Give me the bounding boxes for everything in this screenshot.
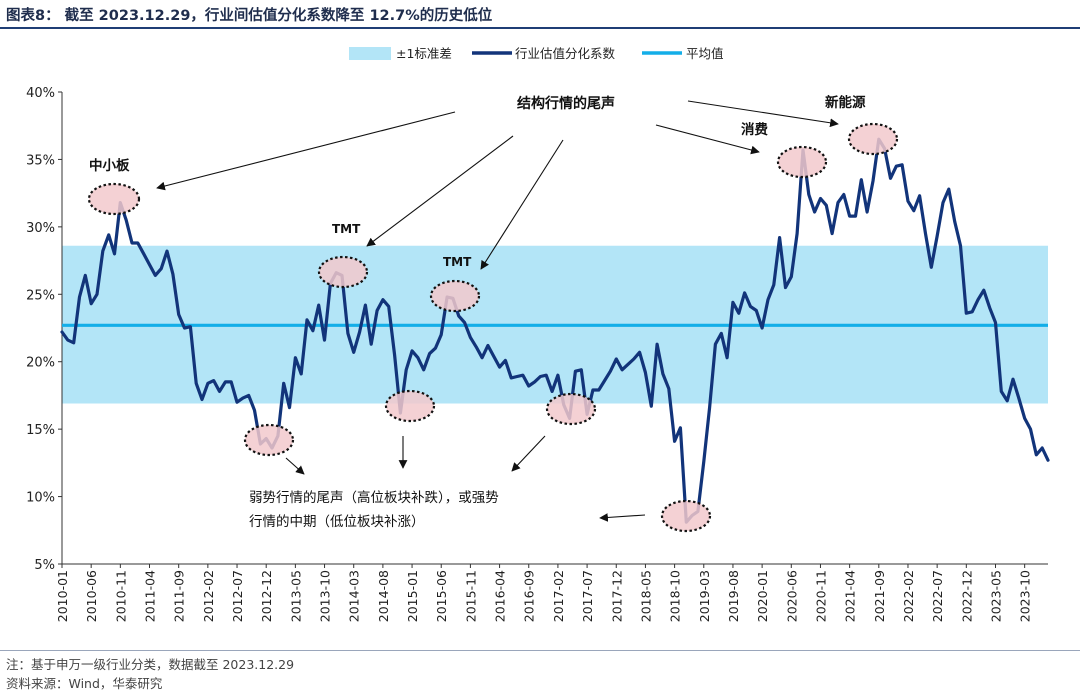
highlight-new-energy xyxy=(847,122,899,156)
x-tick-label: 2023-10 xyxy=(1018,570,1033,622)
arrow-to-tmt-2014 xyxy=(366,135,514,247)
label-consumer: 消费 xyxy=(741,121,769,138)
highlight-2012-low xyxy=(243,423,295,457)
x-tick-label: 2011-09 xyxy=(172,570,187,622)
x-tick-label: 2019-03 xyxy=(697,570,712,622)
x-tick-label: 2015-11 xyxy=(463,570,478,622)
footer-source: 资料来源：Wind，华泰研究 xyxy=(6,676,163,691)
x-tick-label: 2017-07 xyxy=(580,570,595,622)
footer-note: 注：基于申万一级行业分类，数据截至 2023.12.29 xyxy=(6,657,295,672)
highlight-2017-low xyxy=(545,392,597,426)
x-tick-label: 2012-12 xyxy=(259,570,274,622)
legend-band-swatch xyxy=(349,47,391,60)
arrow-to-zxb xyxy=(156,111,456,191)
highlight-consumer xyxy=(776,145,828,179)
x-tick-label: 2016-09 xyxy=(522,570,537,622)
legend-band-label: ±1标准差 xyxy=(396,46,452,61)
y-tick-label: 20% xyxy=(26,356,55,371)
x-tick-label: 2012-02 xyxy=(201,570,216,622)
highlight-ellipses xyxy=(87,122,899,533)
label-tmt-2015: TMT xyxy=(443,255,472,269)
highlight-zxb xyxy=(87,182,141,216)
y-tick-label: 30% xyxy=(26,221,55,236)
highlight-2015-low xyxy=(384,389,436,423)
x-tick-label: 2018-10 xyxy=(668,570,683,622)
label-zxb: 中小板 xyxy=(89,157,130,174)
arrow-from-2012-low xyxy=(285,457,305,475)
x-tick-label: 2019-08 xyxy=(726,570,741,622)
y-tick-label: 35% xyxy=(26,153,55,168)
annotation-arrows xyxy=(156,100,839,522)
arrow-to-2018-low xyxy=(599,513,646,522)
x-tick-label: 2018-05 xyxy=(638,570,653,622)
x-tick-label: 2011-04 xyxy=(143,570,158,622)
highlight-tmt-2014 xyxy=(317,255,369,289)
x-tick-label: 2020-11 xyxy=(813,570,828,622)
x-tick-label: 2022-07 xyxy=(930,570,945,622)
x-tick-label: 2016-04 xyxy=(493,570,508,622)
x-tick-label: 2020-06 xyxy=(784,570,799,622)
label-weak-strong-1: 弱势行情的尾声（高位板块补跌），或强势 xyxy=(249,489,499,506)
x-tick-label: 2010-01 xyxy=(55,570,70,622)
annotation-labels: 结构行情的尾声 中小板 TMT TMT 消费 新能源 弱势行情的尾声（高位板块补… xyxy=(89,94,866,530)
x-tick-label: 2013-10 xyxy=(318,570,333,622)
legend-mean-label: 平均值 xyxy=(686,46,724,61)
legend-series-label: 行业估值分化系数 xyxy=(515,46,616,61)
y-tick-label: 25% xyxy=(26,288,55,303)
highlight-2018-low xyxy=(660,499,712,533)
legend: ±1标准差 行业估值分化系数 平均值 xyxy=(349,46,724,61)
highlight-tmt-2015 xyxy=(429,279,481,313)
x-tick-label: 2020-01 xyxy=(755,570,770,622)
x-tick-label: 2012-07 xyxy=(230,570,245,622)
x-tick-label: 2014-08 xyxy=(376,570,391,622)
x-tick-label: 2021-04 xyxy=(843,570,858,622)
label-new-energy: 新能源 xyxy=(825,94,866,111)
arrow-to-consumer xyxy=(655,124,760,155)
x-tick-label: 2017-02 xyxy=(551,570,566,622)
x-tick-label: 2010-11 xyxy=(113,570,128,622)
chart-title: 图表8： 截至 2023.12.29，行业间估值分化系数降至 12.7%的历史低… xyxy=(6,8,493,24)
y-tick-label: 40% xyxy=(26,86,55,101)
arrow-from-2017-low xyxy=(511,435,546,472)
x-tick-label: 2022-02 xyxy=(901,570,916,622)
x-tick-label: 2013-05 xyxy=(288,570,303,622)
x-tick-label: 2014-03 xyxy=(347,570,362,622)
x-tick-label: 2023-05 xyxy=(988,570,1003,622)
footer-rule xyxy=(0,650,1080,651)
label-weak-strong-2: 行情的中期（低位板块补涨） xyxy=(249,514,425,530)
x-tick-label: 2017-12 xyxy=(609,570,624,622)
label-tmt-2014: TMT xyxy=(332,222,361,236)
chart: ±1标准差 行业估值分化系数 平均值 5% 10% 15% 20% 25% 30% 35% 4… xyxy=(26,46,1050,622)
y-tick-label: 5% xyxy=(34,558,55,573)
y-tick-label: 10% xyxy=(26,491,55,506)
x-tick-label: 2015-01 xyxy=(405,570,420,622)
arrow-to-new-energy xyxy=(687,100,839,128)
x-tick-label: 2010-06 xyxy=(84,570,99,622)
x-tick-label: 2021-09 xyxy=(872,570,887,622)
y-tick-label: 15% xyxy=(26,423,55,438)
title-rule xyxy=(0,27,1080,29)
x-tick-label: 2022-12 xyxy=(959,570,974,622)
x-tick-label: 2015-06 xyxy=(434,570,449,622)
label-structural-tail: 结构行情的尾声 xyxy=(517,95,615,112)
arrow-to-tmt-2015 xyxy=(480,139,564,270)
